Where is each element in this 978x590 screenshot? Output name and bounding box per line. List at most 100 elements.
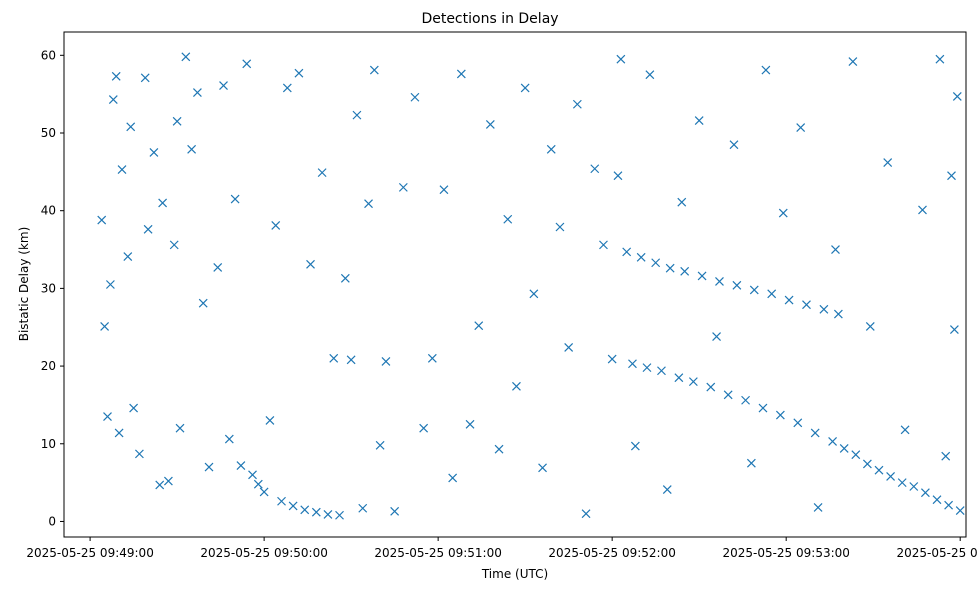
data-point	[494, 444, 504, 454]
data-point	[364, 199, 373, 209]
data-point	[410, 92, 420, 102]
data-point	[555, 222, 565, 232]
data-point	[944, 500, 954, 510]
data-point	[117, 165, 127, 174]
data-point	[680, 266, 690, 276]
data-point	[352, 110, 362, 120]
x-axis: 2025-05-25 09:49:00 2025-05-25 09:50:00 20…	[26, 537, 978, 560]
data-point	[158, 198, 168, 208]
data-point	[590, 164, 600, 174]
data-point	[358, 503, 368, 513]
data-point	[448, 473, 458, 483]
data-point	[187, 144, 197, 154]
data-point	[886, 471, 896, 481]
data-point	[474, 321, 484, 331]
data-point	[831, 245, 840, 254]
data-point	[236, 461, 246, 470]
data-point	[419, 423, 429, 433]
data-point	[390, 506, 400, 516]
y-tick-label: 0	[48, 514, 56, 528]
data-point	[213, 262, 223, 272]
data-point	[529, 289, 539, 299]
data-point	[294, 68, 304, 78]
data-point	[909, 482, 919, 491]
data-point	[947, 171, 956, 181]
data-point	[599, 240, 608, 250]
data-point	[758, 403, 768, 413]
data-point	[581, 509, 591, 519]
data-point	[613, 171, 623, 181]
data-point	[732, 280, 742, 290]
x-tick-label: 2025-05-25 09:54:00	[896, 546, 978, 560]
data-point	[677, 197, 687, 207]
data-point	[665, 263, 675, 273]
data-point	[163, 476, 173, 486]
data-point	[300, 505, 310, 515]
data-point	[97, 215, 107, 225]
x-tick-label: 2025-05-25 09:49:00	[26, 546, 153, 560]
data-point	[729, 140, 739, 150]
data-point	[192, 88, 202, 98]
data-point	[662, 485, 672, 495]
data-point	[311, 507, 321, 517]
data-point	[920, 488, 930, 498]
data-point	[572, 99, 582, 109]
data-point	[828, 437, 838, 446]
data-point	[955, 506, 965, 516]
data-point	[340, 273, 350, 283]
data-point	[900, 425, 910, 435]
data-point	[848, 57, 858, 66]
data-point	[198, 298, 208, 308]
data-point	[712, 332, 721, 341]
data-point	[897, 478, 907, 488]
data-point	[813, 503, 823, 512]
data-point	[346, 355, 356, 365]
data-point	[688, 377, 698, 387]
data-point	[456, 69, 466, 79]
data-point	[485, 120, 495, 129]
data-point	[317, 168, 327, 178]
x-tick-label: 2025-05-25 09:52:00	[548, 546, 675, 560]
data-point	[622, 247, 632, 257]
data-point	[105, 280, 115, 289]
data-point	[862, 459, 872, 469]
y-tick-label: 40	[41, 204, 56, 218]
data-point	[796, 123, 806, 132]
data-point	[134, 449, 144, 459]
data-point	[538, 463, 547, 473]
data-point	[288, 501, 298, 511]
data-point	[427, 353, 437, 363]
data-point	[651, 258, 661, 268]
data-point	[616, 54, 626, 64]
data-point	[564, 343, 574, 352]
data-point	[949, 325, 959, 334]
data-point	[883, 158, 893, 167]
data-point	[520, 83, 530, 93]
data-points	[97, 52, 965, 520]
data-point	[175, 423, 185, 433]
data-point	[375, 440, 385, 450]
y-tick-label: 60	[41, 48, 56, 62]
data-point	[833, 309, 843, 319]
data-point	[335, 510, 344, 520]
data-point	[941, 451, 951, 461]
plot-area	[63, 31, 967, 538]
data-point	[512, 381, 521, 391]
data-point	[253, 479, 263, 489]
data-point	[657, 366, 666, 376]
data-point	[642, 363, 652, 373]
data-point	[248, 470, 257, 480]
data-point	[935, 54, 945, 64]
data-point	[630, 441, 640, 451]
data-point	[694, 116, 704, 125]
data-point	[503, 214, 513, 224]
x-axis-label: Time (UTC)	[481, 567, 548, 581]
y-tick-label: 10	[41, 437, 56, 451]
data-point	[219, 81, 228, 91]
data-point	[767, 289, 777, 299]
data-point	[369, 65, 379, 75]
y-tick-label: 30	[41, 281, 56, 295]
data-point	[329, 353, 339, 363]
y-axis: 0 10 20 30 40 50 60	[41, 48, 64, 528]
